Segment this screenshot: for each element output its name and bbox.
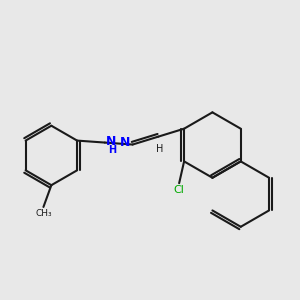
Text: H: H — [108, 145, 116, 154]
Text: CH₃: CH₃ — [35, 209, 52, 218]
Text: Cl: Cl — [174, 185, 184, 195]
Text: N: N — [106, 135, 116, 148]
Text: N: N — [120, 136, 130, 149]
Text: H: H — [156, 144, 163, 154]
